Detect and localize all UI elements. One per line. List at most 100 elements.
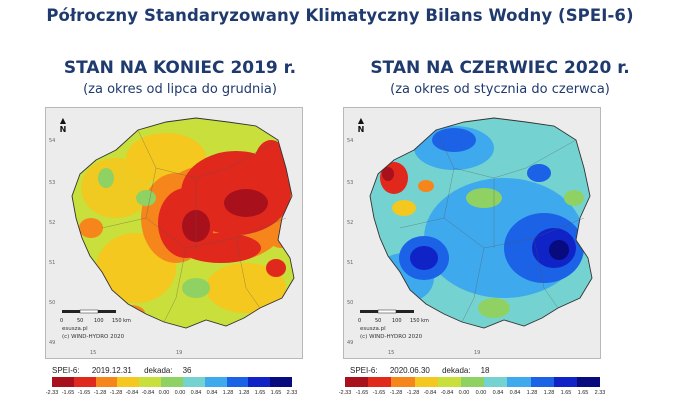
legend-swatch [530,377,554,387]
legend-header-2020: SPEI-6: 2020.06.30 dekada: 18 [350,366,499,375]
legend-swatch [484,377,508,387]
legend-swatch [345,377,369,387]
lon-label: 15 [90,350,97,356]
legend-tick-label: -0.84 [125,390,139,396]
legend-swatch [52,377,74,387]
legend-label: SPEI-6: [350,366,378,375]
legend-tick-label: 1.28 [526,390,538,396]
lat-label: 51 [49,260,56,266]
legend-tick-label: -1.28 [406,390,420,396]
legend-tick-label: 0.00 [458,390,470,396]
legend-tick-label: 1.65 [560,390,572,396]
lat-label: 52 [49,220,56,226]
legend-swatch [414,377,438,387]
legend-tick-label: -1.65 [372,390,386,396]
legend-tick-label: -0.84 [423,390,437,396]
main-title: Półroczny Standaryzowany Klimatyczny Bil… [46,6,634,25]
map-2020-canvas [360,117,593,329]
legend-tick-label: -1.28 [93,390,107,396]
legend-tick-label: -0.84 [141,390,155,396]
legend-dekada-label: dekada: [442,366,471,375]
map-2020: ▲ N 0 50 100 150 km esusza.pl (c) WIND-HY… [343,107,601,359]
legend-label: SPEI-6: [52,366,80,375]
lat-label: 51 [347,260,354,266]
scale-label: 0 [358,318,362,324]
legend-swatch [460,377,485,387]
legend-tick-label: 1.28 [222,390,234,396]
scale-bar [360,309,414,314]
lon-label: 19 [474,350,481,356]
legend-tick-label: 0.84 [492,390,504,396]
legend-ticks-2019: -2.33 -1.65 -1.65 -1.28 -1.28 -0.84 -0.84 0.00 0… [46,390,298,400]
legend-tick-label: -1.28 [109,390,123,396]
legend-dekada-label: dekada: [144,366,173,375]
legend-tick-label: -2.33 [45,390,59,396]
legend-tick-label: 1.65 [254,390,266,396]
lat-label: 50 [49,300,56,306]
left-panel-heading: STAN NA KONIEC 2019 r. [63,58,297,78]
legend-tick-label: 0.00 [158,390,170,396]
legend-swatch [270,377,292,387]
legend-tick-label: 0.84 [190,390,202,396]
scale-label: 50 [375,318,382,324]
right-panel-subheading: (za okres od stycznia do czerwca) [390,82,610,97]
north-arrow-icon: ▲ N [59,116,67,134]
legend-swatch [576,377,601,387]
scale-label: 0 [60,318,64,324]
legend-swatch [161,377,183,387]
lat-label: 53 [49,180,56,186]
legend-swatch [182,377,205,387]
legend-swatch [95,377,118,387]
legend-tick-label: -1.65 [355,390,369,396]
legend-tick-label: -1.28 [389,390,403,396]
lat-label: 54 [49,138,56,144]
legend-tick-label: -0.84 [440,390,454,396]
map-credit: (c) WIND-HYDRO 2020 [62,334,125,340]
legend-tick-label: 2.33 [594,390,606,396]
scale-label: 150 km [112,318,131,324]
lat-label: 50 [347,300,354,306]
legend-swatch [226,377,249,387]
map-credit: esusza.pl [62,326,88,332]
legend-tick-label: 0.84 [206,390,218,396]
map-credit: esusza.pl [360,326,386,332]
lat-label: 53 [347,180,354,186]
map-2019-canvas [62,117,295,329]
legend-dekada-value: 36 [182,366,192,375]
legend-tick-label: 1.28 [238,390,250,396]
legend-tick-label: -2.33 [338,390,352,396]
lat-label: 49 [49,340,56,346]
scale-label: 150 km [410,318,429,324]
map-2019: ▲ N 0 50 100 150 km esusza.pl (c) WIND-HY… [45,107,303,359]
legend-swatch [248,377,271,387]
scale-label: 100 [94,318,104,324]
legend-tick-label: 1.28 [543,390,555,396]
scale-label: 100 [392,318,402,324]
legend-date: 2020.06.30 [389,366,430,375]
legend-tick-label: 2.33 [286,390,298,396]
legend-date: 2019.12.31 [91,366,132,375]
legend-header-2019: SPEI-6: 2019.12.31 dekada: 36 [52,366,201,375]
legend-colorbar-2020 [345,377,601,387]
legend-tick-label: 0.00 [174,390,186,396]
legend-tick-label: 0.84 [509,390,521,396]
legend-swatch [391,377,415,387]
legend-swatch [507,377,531,387]
legend-dekada-value: 18 [480,366,490,375]
legend-swatch [553,377,577,387]
legend-colorbar-2019 [52,377,292,387]
left-panel-subheading: (za okres od lipca do grudnia) [83,82,277,97]
legend-swatch [139,377,162,387]
legend-tick-label: -1.65 [61,390,75,396]
legend-swatch [204,377,227,387]
lat-label: 54 [347,138,354,144]
legend-tick-label: 1.65 [577,390,589,396]
north-arrow-icon: ▲ N [357,116,365,134]
legend-tick-label: 1.65 [270,390,282,396]
lat-label: 49 [347,340,354,346]
right-panel-heading: STAN NA CZERWIEC 2020 r. [370,58,630,78]
legend-swatch [117,377,140,387]
legend-tick-label: 0.00 [475,390,487,396]
legend-swatch [437,377,461,387]
legend-tick-label: -1.65 [77,390,91,396]
